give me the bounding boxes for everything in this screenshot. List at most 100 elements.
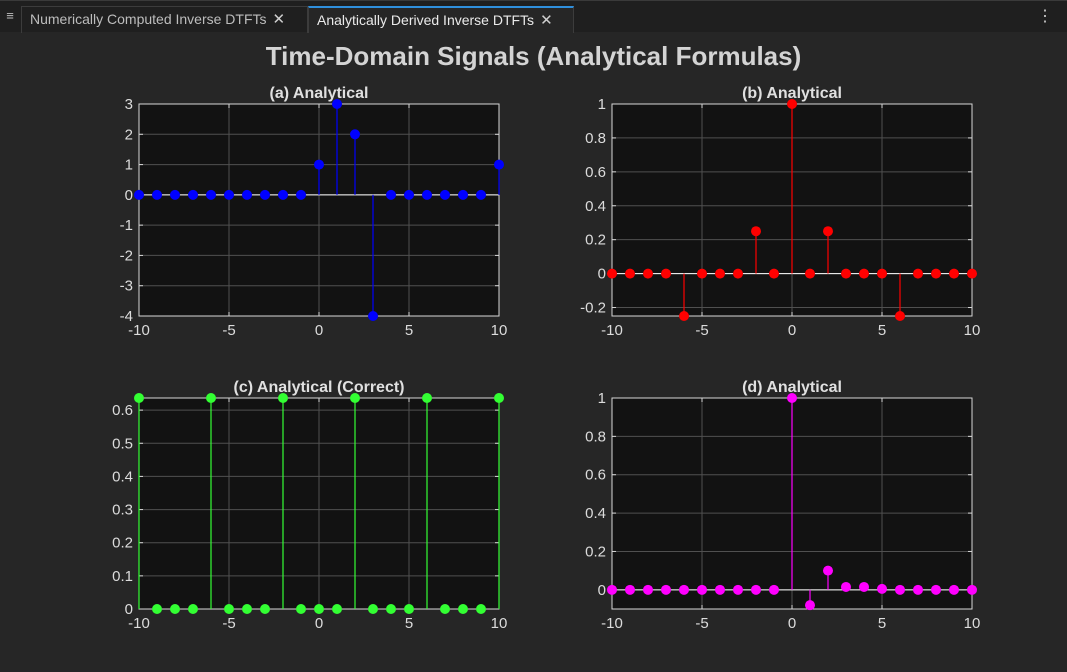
stem-marker xyxy=(769,584,779,595)
x-tick-label: 5 xyxy=(878,322,886,339)
stem-marker xyxy=(170,604,180,614)
stem-marker xyxy=(967,584,977,595)
y-tick-label: 0.3 xyxy=(112,502,133,519)
y-tick-label: 0.2 xyxy=(585,543,606,560)
stem-marker xyxy=(697,268,707,279)
stem-marker xyxy=(769,268,779,279)
stem-marker xyxy=(877,583,887,594)
y-tick-label: 0.4 xyxy=(585,198,606,215)
stem-marker xyxy=(494,393,504,403)
stem-marker xyxy=(332,99,342,109)
stem-marker xyxy=(278,393,288,403)
tab-label: Numerically Computed Inverse DTFTs xyxy=(30,11,267,27)
tab-label: Analytically Derived Inverse DTFTs xyxy=(317,12,535,28)
stem-marker xyxy=(206,393,216,403)
stem-marker xyxy=(440,189,450,200)
y-tick-label: 0 xyxy=(125,601,133,618)
y-tick-label: 0.4 xyxy=(585,505,606,522)
stem-marker xyxy=(625,268,635,279)
x-tick-label: 10 xyxy=(964,615,981,632)
stem-marker xyxy=(751,226,761,237)
x-tick-label: 0 xyxy=(315,322,323,339)
y-tick-label: -0.2 xyxy=(580,300,606,317)
y-tick-label: 0.6 xyxy=(585,467,606,484)
stem-marker xyxy=(422,189,432,200)
stem-marker xyxy=(841,581,851,592)
stem-marker xyxy=(949,584,959,595)
stem-marker xyxy=(607,584,617,595)
y-tick-label: 0 xyxy=(598,266,606,283)
y-tick-label: 0.4 xyxy=(112,468,133,485)
stem-marker xyxy=(733,584,743,595)
stem-marker xyxy=(697,584,707,595)
stem-marker xyxy=(841,268,851,279)
stem-marker xyxy=(386,604,396,614)
stem-marker xyxy=(931,268,941,279)
close-icon[interactable]: ✕ xyxy=(272,11,286,28)
stem-marker xyxy=(679,584,689,595)
x-tick-label: 5 xyxy=(405,322,413,339)
y-tick-label: 3 xyxy=(125,96,133,113)
stem-marker xyxy=(296,189,306,200)
stem-marker xyxy=(494,159,504,170)
tab-numerical[interactable]: Numerically Computed Inverse DTFTs ✕ xyxy=(21,6,308,33)
stem-marker xyxy=(715,584,725,595)
stem-marker xyxy=(296,604,306,614)
x-tick-label: -10 xyxy=(128,322,150,339)
x-tick-label: 10 xyxy=(491,322,508,339)
x-tick-label: -5 xyxy=(695,615,708,632)
stem-marker xyxy=(661,268,671,279)
y-tick-label: -2 xyxy=(120,247,133,264)
chart-title: (c) Analytical (Correct) xyxy=(234,379,405,396)
x-tick-label: 10 xyxy=(491,615,508,632)
stem-marker xyxy=(170,189,180,200)
y-tick-label: 0.8 xyxy=(585,130,606,147)
stem-marker xyxy=(242,189,252,200)
stem-marker xyxy=(805,600,815,611)
stem-marker xyxy=(967,268,977,279)
stem-marker xyxy=(206,189,216,200)
tab-analytical[interactable]: Analytically Derived Inverse DTFTs ✕ xyxy=(308,6,574,33)
close-icon[interactable]: ✕ xyxy=(540,12,553,29)
stem-marker xyxy=(895,311,905,321)
x-tick-label: -5 xyxy=(222,615,235,632)
tab-bar: ≡ Numerically Computed Inverse DTFTs ✕ An… xyxy=(0,0,1067,33)
stem-marker xyxy=(458,604,468,614)
stem-marker xyxy=(823,226,833,237)
stem-marker xyxy=(805,268,815,279)
stem-marker xyxy=(733,268,743,279)
stem-marker xyxy=(949,268,959,279)
y-tick-label: 0.2 xyxy=(112,535,133,552)
y-tick-label: 0.6 xyxy=(112,402,133,419)
stem-marker xyxy=(823,565,833,576)
kebab-menu-icon[interactable]: ⋮ xyxy=(1037,8,1053,25)
stem-marker xyxy=(895,584,905,595)
stem-marker xyxy=(242,604,252,614)
x-tick-label: -5 xyxy=(695,322,708,339)
stem-marker xyxy=(913,268,923,279)
y-tick-label: 2 xyxy=(125,126,133,143)
chart-title: (a) Analytical xyxy=(270,85,369,102)
stem-marker xyxy=(661,584,671,595)
y-tick-label: -4 xyxy=(120,308,133,325)
stem-marker xyxy=(350,393,360,403)
stem-marker xyxy=(260,604,270,614)
stem-marker xyxy=(386,189,396,200)
y-tick-label: 0.8 xyxy=(585,428,606,445)
stem-marker xyxy=(440,604,450,614)
stem-marker xyxy=(679,311,689,321)
stem-marker xyxy=(404,604,414,614)
menu-icon[interactable]: ≡ xyxy=(6,8,14,23)
x-tick-label: 5 xyxy=(405,615,413,632)
stem-marker xyxy=(350,129,360,140)
figure-title: Time-Domain Signals (Analytical Formulas… xyxy=(265,41,802,71)
stem-marker xyxy=(152,604,162,614)
stem-marker xyxy=(787,99,797,109)
stem-marker xyxy=(787,393,797,403)
stem-marker xyxy=(188,604,198,614)
stem-marker xyxy=(859,268,869,279)
